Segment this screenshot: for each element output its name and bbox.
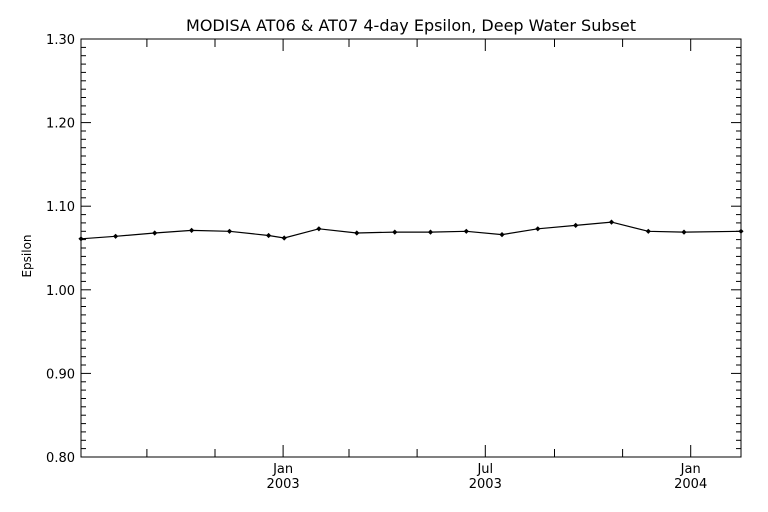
data-point	[645, 228, 651, 234]
data-point	[573, 222, 579, 228]
data-point	[281, 235, 287, 241]
y-tick-label: 1.00	[46, 284, 75, 299]
x-tick-label: Jan	[680, 462, 701, 477]
series-line	[80, 221, 742, 240]
y-axis-label: Epsilon	[20, 234, 34, 277]
data-point	[113, 233, 119, 239]
data-point	[463, 228, 469, 234]
x-tick-label: 2003	[267, 477, 300, 492]
y-tick-label: 1.20	[46, 117, 75, 132]
data-point	[189, 227, 195, 233]
data-point	[354, 230, 360, 236]
chart-title: MODISA AT06 & AT07 4-day Epsilon, Deep W…	[186, 16, 636, 35]
major-ticks	[81, 38, 741, 458]
y-tick-label: 0.90	[46, 367, 75, 382]
x-tick-label: Jul	[476, 462, 493, 477]
data-point	[535, 226, 541, 232]
plot-frame	[80, 38, 742, 458]
minor-ticks	[81, 39, 741, 457]
data-point	[152, 230, 158, 236]
y-tick-label: 1.10	[46, 200, 75, 215]
y-tick-label: 1.30	[46, 33, 75, 48]
x-tick-label: 2004	[674, 477, 707, 492]
data-point	[427, 229, 434, 235]
data-point	[499, 232, 505, 238]
x-tick-label: Jan	[272, 462, 293, 477]
y-tick-label: 0.80	[46, 451, 75, 466]
data-point	[392, 229, 398, 235]
tick-labels: 0.800.901.001.101.201.30Jan2003Jul2003Ja…	[46, 33, 707, 492]
data-point	[608, 219, 615, 225]
x-tick-label: 2003	[469, 477, 502, 492]
series-layer	[78, 219, 744, 242]
data-point	[681, 229, 687, 235]
data-point	[266, 232, 272, 239]
data-point	[316, 226, 322, 232]
data-point	[226, 228, 233, 234]
